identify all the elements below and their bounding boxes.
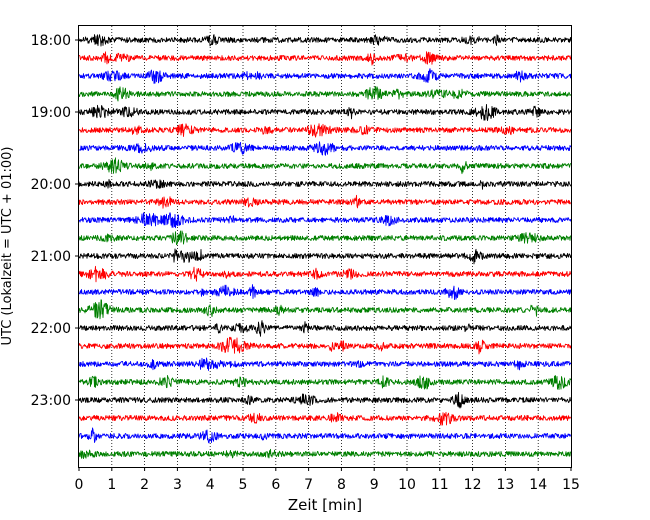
x-tick-label-9: 9 (370, 477, 379, 493)
trace-19:45 (78, 157, 572, 175)
trace-19:00 (78, 103, 572, 121)
trace-22:00 (78, 320, 572, 337)
trace-19:15 (78, 123, 572, 138)
trace-21:00 (78, 248, 572, 265)
y-tick-label-20:00: 20:00 (31, 177, 71, 193)
x-tick-label-6: 6 (271, 477, 280, 493)
trace-18:45 (78, 86, 572, 102)
x-tick-label-8: 8 (337, 477, 346, 493)
trace-20:15 (78, 194, 572, 209)
trace-21:45 (78, 299, 572, 320)
trace-20:30 (78, 212, 572, 229)
y-axis-label: UTC (Lokalzeit = UTC + 01:00) (0, 147, 15, 346)
seismic-traces (78, 34, 572, 460)
x-tick-label-4: 4 (206, 477, 215, 493)
trace-21:15 (78, 265, 572, 283)
x-tick-label-15: 15 (562, 477, 580, 493)
x-tick-label-2: 2 (140, 477, 149, 493)
y-tick-label-19:00: 19:00 (31, 105, 71, 121)
y-tick-label-21:00: 21:00 (31, 249, 71, 265)
trace-18:00 (78, 34, 572, 47)
x-tick-label-12: 12 (464, 477, 482, 493)
y-tick-label-23:00: 23:00 (31, 393, 71, 409)
x-axis-ticks: 0 1 2 3 4 5 6 7 8 9 10 11 12 13 14 15 (75, 467, 580, 493)
trace-23:15 (78, 411, 572, 426)
x-tick-label-11: 11 (431, 477, 449, 493)
x-tick-label-3: 3 (173, 477, 182, 493)
trace-23:45 (78, 448, 572, 460)
trace-20:45 (78, 230, 572, 246)
trace-18:15 (78, 51, 572, 66)
trace-22:30 (78, 357, 572, 371)
trace-18:30 (78, 68, 572, 84)
x-tick-label-0: 0 (75, 477, 84, 493)
x-tick-label-13: 13 (496, 477, 514, 493)
trace-23:30 (78, 427, 572, 444)
x-tick-label-1: 1 (107, 477, 116, 493)
x-tick-label-7: 7 (304, 477, 313, 493)
trace-19:30 (78, 141, 572, 156)
x-axis-label: Zeit [min] (288, 496, 362, 514)
trace-22:15 (78, 336, 572, 355)
trace-23:00 (78, 391, 572, 409)
trace-22:45 (78, 374, 572, 391)
trace-20:00 (78, 178, 572, 190)
x-tick-label-10: 10 (398, 477, 416, 493)
plot-frame (78, 25, 572, 468)
y-tick-label-22:00: 22:00 (31, 321, 71, 337)
x-tick-label-5: 5 (239, 477, 248, 493)
trace-21:30 (78, 284, 572, 301)
y-tick-label-18:00: 18:00 (31, 33, 71, 49)
y-axis-ticks: 18:00 19:00 20:00 21:00 22:00 23:00 (31, 33, 79, 409)
x-tick-label-14: 14 (529, 477, 547, 493)
